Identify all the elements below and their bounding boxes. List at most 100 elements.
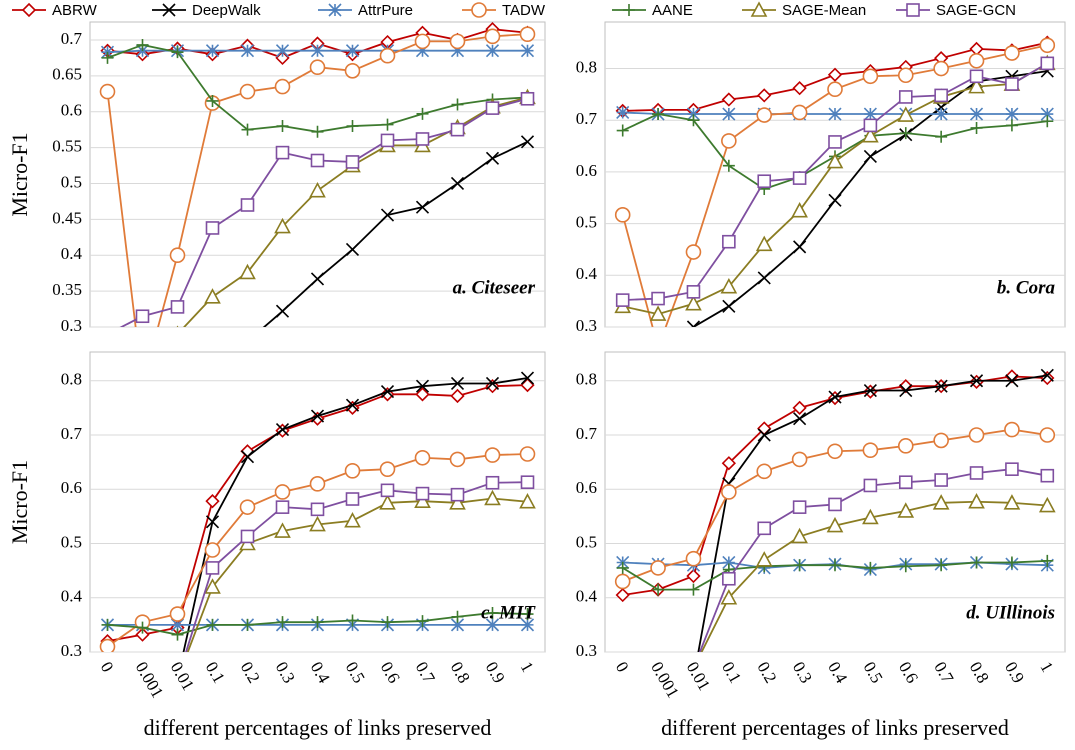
marker xyxy=(344,512,361,528)
marker xyxy=(722,299,736,313)
marker xyxy=(721,92,736,107)
marker xyxy=(862,127,879,143)
marker xyxy=(169,247,186,264)
x-tick-label: 0.1 xyxy=(202,658,229,686)
marker xyxy=(722,159,735,172)
marker xyxy=(204,288,221,304)
marker xyxy=(827,81,843,98)
marker xyxy=(756,107,773,123)
marker xyxy=(652,337,664,349)
marker xyxy=(721,484,737,500)
marker xyxy=(242,335,254,347)
marker xyxy=(205,494,220,509)
x-tick-label: 0.001 xyxy=(132,658,168,701)
x-tick-label: 0.4 xyxy=(824,658,851,686)
marker xyxy=(649,305,667,321)
x-axis-label: different percentages of links preserved xyxy=(661,715,1009,740)
marker xyxy=(162,3,176,17)
marker xyxy=(485,44,500,58)
y-tick-label: 0.3 xyxy=(61,641,82,660)
marker xyxy=(450,376,465,391)
marker xyxy=(863,107,877,121)
marker xyxy=(381,118,394,131)
marker xyxy=(1003,494,1021,510)
marker xyxy=(204,578,221,594)
marker xyxy=(826,152,844,169)
marker xyxy=(521,608,534,621)
x-tick-label: 0.2 xyxy=(237,658,264,686)
marker xyxy=(934,88,948,103)
marker xyxy=(968,493,985,509)
marker xyxy=(135,627,150,642)
marker xyxy=(345,492,360,506)
marker xyxy=(757,174,772,189)
marker xyxy=(828,193,842,207)
y-axis-label: Micro-F1 xyxy=(7,460,32,544)
legend-marker xyxy=(623,4,635,16)
marker xyxy=(311,616,324,629)
marker xyxy=(520,618,535,632)
marker xyxy=(136,699,150,712)
marker xyxy=(239,263,256,280)
x-tick-label: 0.5 xyxy=(860,658,887,686)
y-tick-label: 0.3 xyxy=(61,316,82,335)
marker xyxy=(449,451,466,468)
x-tick-label: 0.7 xyxy=(930,658,957,686)
x-tick-label: 0.2 xyxy=(753,658,780,686)
marker xyxy=(484,489,501,506)
marker xyxy=(791,104,808,121)
marker xyxy=(240,44,255,58)
marker xyxy=(345,398,360,412)
marker xyxy=(617,700,629,712)
marker xyxy=(1040,56,1055,71)
marker xyxy=(614,207,631,223)
marker xyxy=(935,130,948,143)
marker xyxy=(898,90,913,104)
marker xyxy=(793,240,807,254)
marker xyxy=(935,559,948,572)
marker xyxy=(757,428,771,442)
panel-annotation: a. Citeseer xyxy=(453,277,536,298)
marker xyxy=(241,618,254,631)
marker xyxy=(416,615,429,628)
marker xyxy=(652,700,664,712)
marker xyxy=(99,83,116,100)
panel-annotation: c. MIT xyxy=(481,602,536,623)
marker xyxy=(863,149,877,163)
marker xyxy=(520,475,535,489)
marker xyxy=(346,614,359,627)
marker xyxy=(686,568,701,584)
marker xyxy=(616,124,629,137)
marker xyxy=(471,2,487,18)
marker xyxy=(898,379,913,394)
marker xyxy=(380,385,395,399)
x-tick-label: 0.9 xyxy=(482,658,509,686)
marker xyxy=(240,198,255,212)
marker xyxy=(862,508,879,525)
marker xyxy=(722,571,736,586)
marker xyxy=(275,304,290,318)
marker xyxy=(932,494,950,510)
x-tick-label: 0.7 xyxy=(412,658,439,686)
marker xyxy=(415,200,430,214)
legend-label: TADW xyxy=(502,2,546,19)
marker xyxy=(415,486,430,501)
legend-label: AttrPure xyxy=(358,2,413,19)
marker xyxy=(651,291,665,306)
x-tick-label: 0.8 xyxy=(447,658,474,686)
marker xyxy=(415,44,430,58)
marker xyxy=(1004,45,1020,61)
marker xyxy=(239,499,256,515)
marker xyxy=(1005,119,1018,132)
marker xyxy=(864,561,877,574)
y-tick-label: 0.3 xyxy=(576,316,597,335)
y-tick-label: 0.5 xyxy=(61,172,82,191)
marker xyxy=(686,285,701,299)
marker xyxy=(485,151,500,165)
marker xyxy=(686,107,701,121)
marker xyxy=(137,700,149,712)
legend-marker xyxy=(471,2,487,18)
marker xyxy=(310,153,325,168)
marker xyxy=(344,463,361,479)
panel-annotation: b. Cora xyxy=(997,277,1056,298)
